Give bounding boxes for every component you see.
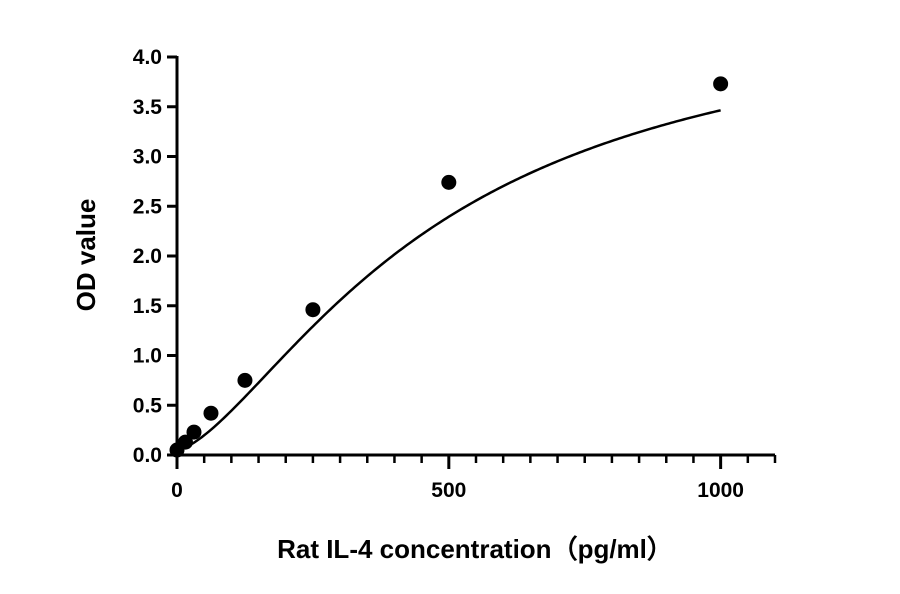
y-tick-label: 4.0 — [133, 46, 162, 69]
x-tick-label: 500 — [431, 479, 466, 502]
data-points-layer — [169, 76, 729, 458]
data-point — [713, 76, 729, 92]
y-tick-label: 2.0 — [133, 245, 162, 268]
y-tick-label: 0.5 — [133, 394, 163, 417]
data-point — [237, 372, 253, 388]
y-tick-label: 1.5 — [133, 295, 163, 318]
fit-curve — [176, 109, 721, 452]
axes: 0.0 0.5 1.0 1.5 2.0 2.5 3.0 3.5 4.0 0 500 1000 — [133, 46, 777, 502]
x-tick-label: 0 — [171, 479, 183, 502]
y-tick-label: 1.0 — [133, 345, 162, 368]
y-tick-label: 2.5 — [133, 195, 163, 218]
x-tick-label: 1000 — [697, 479, 744, 502]
data-point — [441, 174, 457, 190]
data-point — [305, 302, 321, 318]
fit-curve-layer — [176, 109, 721, 452]
data-point — [177, 434, 193, 450]
x-axis-title: Rat IL-4 concentration（pg/ml） — [277, 534, 673, 564]
data-point — [203, 405, 219, 421]
y-tick-label: 0.0 — [133, 444, 162, 467]
y-axis-title: OD value — [71, 199, 101, 312]
y-tick-label: 3.0 — [133, 146, 162, 169]
y-tick-label: 3.5 — [133, 96, 163, 119]
data-point — [186, 424, 202, 440]
